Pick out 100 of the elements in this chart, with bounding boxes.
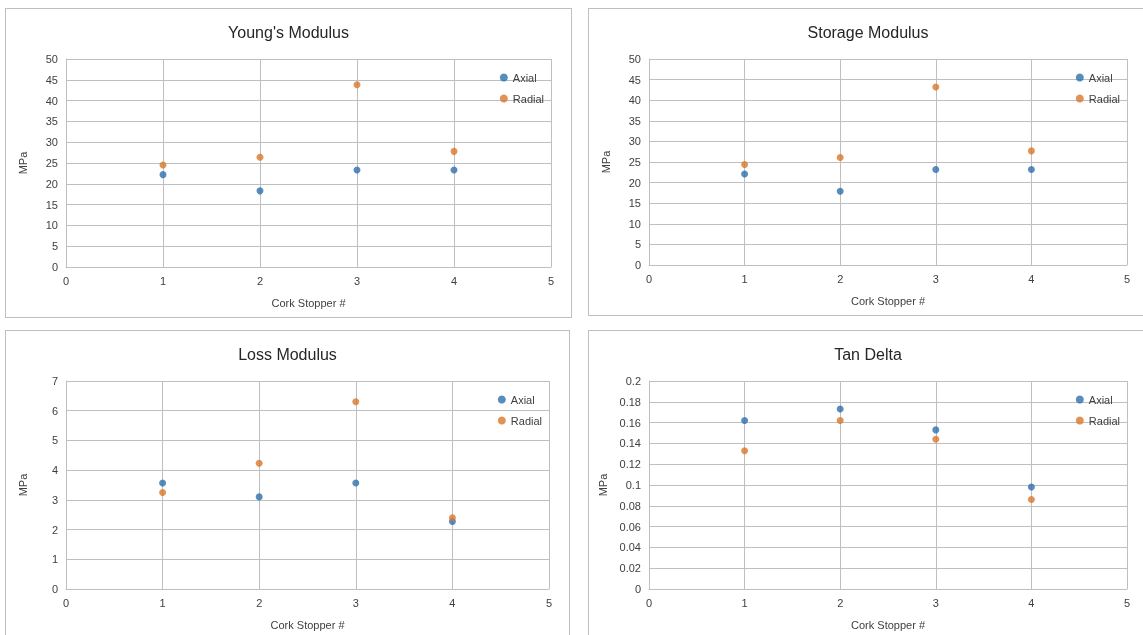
y-tick-label: 20 xyxy=(45,177,58,190)
y-axis-title: MPa xyxy=(16,150,29,175)
y-tick-label: 45 xyxy=(628,73,641,86)
point xyxy=(352,479,360,487)
x-tick-label: 0 xyxy=(645,272,653,285)
x-tick-label: 0 xyxy=(62,274,70,287)
legend-label: Axial xyxy=(1088,71,1113,84)
y-tick-label: 10 xyxy=(45,219,58,232)
legend-label: Axial xyxy=(1088,393,1113,406)
y-tick-label: 5 xyxy=(51,240,58,253)
y-tick-label: 0 xyxy=(634,259,641,271)
x-tick-label: 4 xyxy=(449,596,456,609)
x-tick-label: 2 xyxy=(837,596,844,609)
y-tick-label: 30 xyxy=(628,135,641,148)
x-tick-label: 3 xyxy=(352,596,359,609)
y-axis-title: MPa xyxy=(597,472,610,497)
point xyxy=(1027,147,1035,155)
x-tick-label: 0 xyxy=(62,596,70,609)
point xyxy=(1027,165,1035,173)
point xyxy=(352,398,360,406)
x-tick-label: 3 xyxy=(932,596,939,609)
y-tick-label: 0.06 xyxy=(619,520,641,533)
x-tick-label: 5 xyxy=(547,274,555,287)
point xyxy=(741,170,749,178)
point xyxy=(255,459,263,467)
y-tick-label: 7 xyxy=(51,375,58,387)
y-tick-label: 0.14 xyxy=(619,437,641,450)
point xyxy=(836,187,844,195)
y-tick-label: 30 xyxy=(45,136,58,149)
point xyxy=(159,171,167,179)
point xyxy=(255,493,263,501)
x-tick-label: 4 xyxy=(450,274,458,287)
y-tick-label: 35 xyxy=(628,114,641,127)
y-tick-label: 2 xyxy=(51,523,58,536)
y-tick-label: 15 xyxy=(45,198,58,211)
x-tick-label: 2 xyxy=(256,596,263,609)
chart-title: Young's Modulus xyxy=(228,23,349,41)
x-axis-title: Cork Stopper # xyxy=(851,618,926,631)
y-tick-label: 1 xyxy=(51,553,58,566)
legend-label: Radial xyxy=(1088,92,1120,105)
point xyxy=(932,165,940,173)
point xyxy=(159,488,167,496)
legend-label: Radial xyxy=(512,92,544,105)
point xyxy=(741,160,749,168)
legend-label: Axial xyxy=(510,393,535,406)
point xyxy=(1027,496,1035,504)
x-tick-label: 3 xyxy=(932,272,939,285)
y-tick-label: 50 xyxy=(45,53,58,65)
y-tick-label: 0.18 xyxy=(619,395,641,408)
legend-label: Axial xyxy=(512,71,537,84)
y-tick-label: 0.02 xyxy=(619,562,641,575)
y-tick-label: 0.12 xyxy=(619,458,641,471)
x-tick-label: 1 xyxy=(159,274,167,287)
y-tick-label: 0 xyxy=(51,583,58,595)
x-tick-label: 4 xyxy=(1028,596,1035,609)
x-tick-label: 4 xyxy=(1028,272,1035,285)
point xyxy=(741,417,749,425)
x-tick-label: 5 xyxy=(545,596,553,609)
x-tick-label: 1 xyxy=(741,596,748,609)
y-tick-label: 35 xyxy=(45,115,58,128)
point xyxy=(836,153,844,161)
y-tick-label: 0 xyxy=(634,583,641,595)
y-tick-label: 6 xyxy=(51,404,58,417)
y-tick-label: 0 xyxy=(51,261,58,273)
x-tick-label: 0 xyxy=(645,596,653,609)
y-axis-title: MPa xyxy=(16,472,29,497)
x-tick-label: 5 xyxy=(1123,272,1131,285)
y-tick-label: 40 xyxy=(45,94,58,107)
x-tick-label: 1 xyxy=(741,272,748,285)
y-tick-label: 25 xyxy=(628,156,641,168)
point xyxy=(741,447,749,455)
x-axis-title: Cork Stopper # xyxy=(271,296,347,309)
y-tick-label: 5 xyxy=(634,238,641,251)
y-tick-label: 0.08 xyxy=(619,499,641,512)
y-tick-label: 45 xyxy=(45,73,58,86)
legend-label: Radial xyxy=(510,414,542,427)
y-tick-label: 5 xyxy=(51,434,58,447)
y-tick-label: 15 xyxy=(628,197,641,210)
y-tick-label: 20 xyxy=(628,176,641,189)
y-tick-label: 0.1 xyxy=(625,479,641,491)
y-tick-label: 0.04 xyxy=(619,541,641,554)
point xyxy=(1027,483,1035,491)
y-tick-label: 10 xyxy=(628,217,641,230)
y-tick-label: 40 xyxy=(628,94,641,107)
x-tick-label: 1 xyxy=(159,596,166,609)
y-tick-label: 50 xyxy=(628,53,641,65)
y-axis-title: MPa xyxy=(599,149,612,174)
x-tick-label: 2 xyxy=(837,272,844,285)
point xyxy=(932,435,940,443)
y-tick-label: 3 xyxy=(51,493,58,506)
point xyxy=(836,405,844,413)
x-tick-label: 5 xyxy=(1123,596,1131,609)
y-tick-label: 4 xyxy=(51,464,58,477)
chart-title: Storage Modulus xyxy=(807,23,929,41)
point xyxy=(353,81,361,89)
point xyxy=(932,426,940,434)
point xyxy=(450,147,458,155)
point xyxy=(836,417,844,425)
x-axis-title: Cork Stopper # xyxy=(270,618,346,631)
chart-title: Tan Delta xyxy=(834,345,902,363)
